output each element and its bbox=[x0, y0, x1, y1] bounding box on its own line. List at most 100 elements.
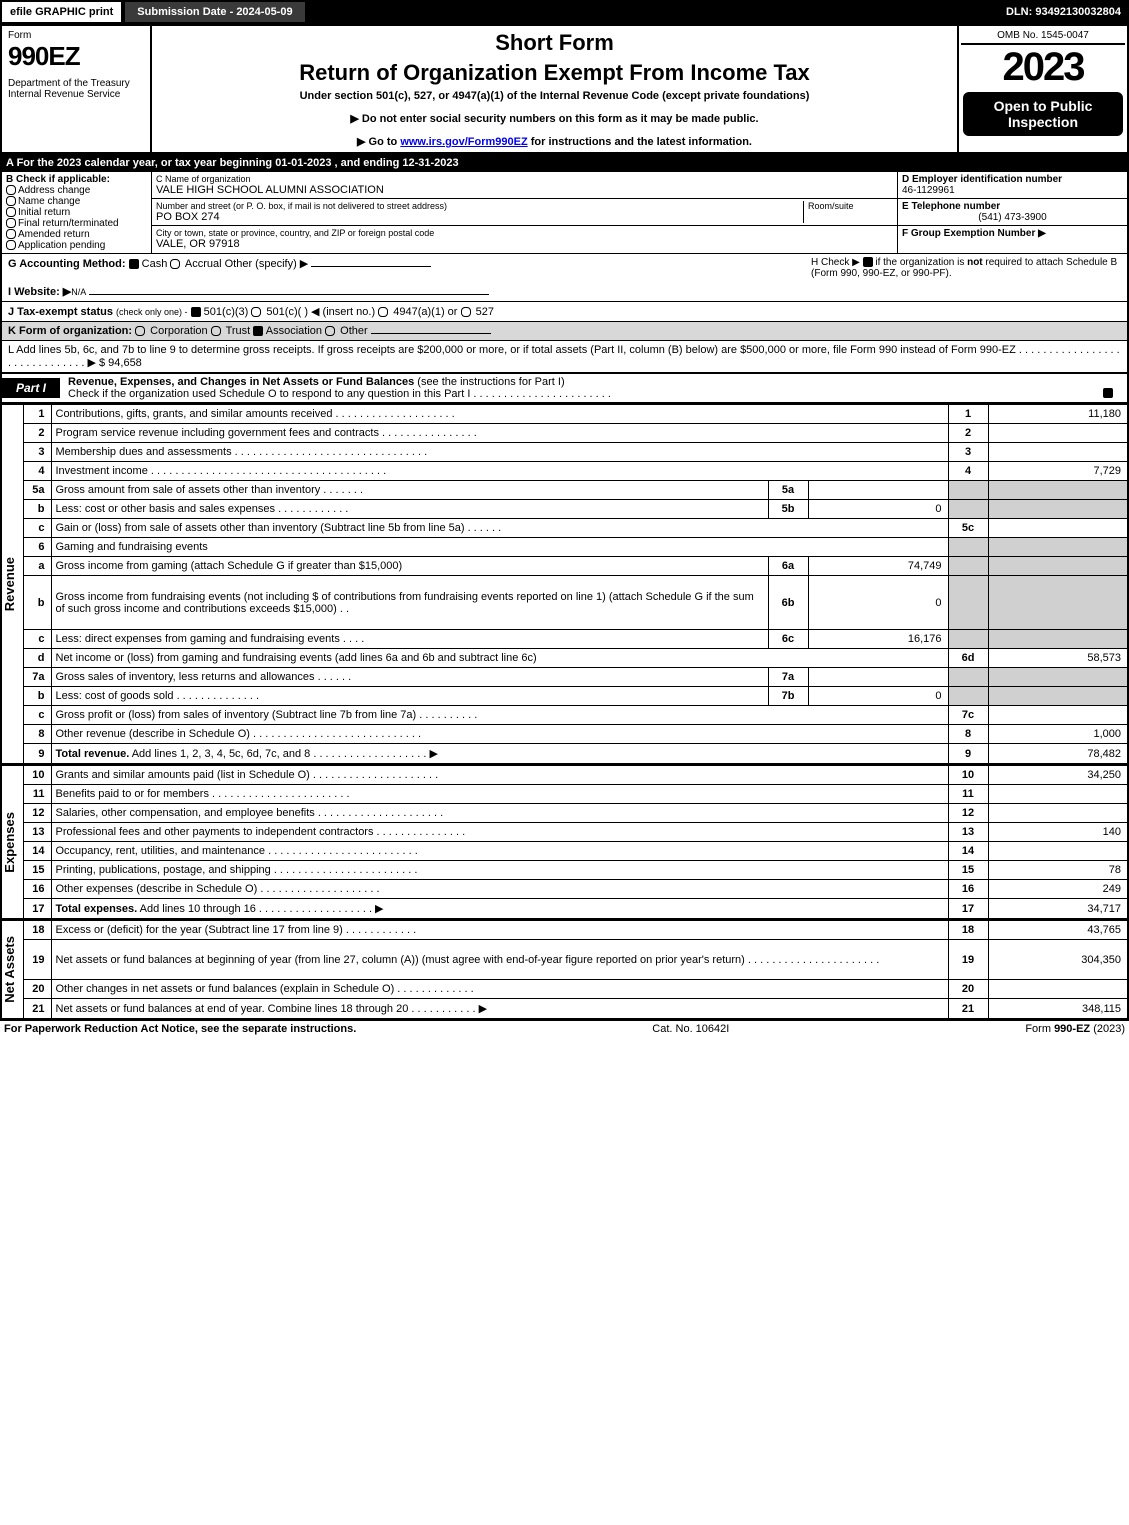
other-label: Other (specify) ▶ bbox=[225, 258, 309, 270]
line-desc: Other changes in net assets or fund bala… bbox=[51, 980, 948, 999]
line-number: 6 bbox=[23, 538, 51, 557]
dln-number: DLN: 93492130032804 bbox=[998, 2, 1129, 22]
table-row: 2Program service revenue including gover… bbox=[1, 424, 1128, 443]
form-number: 990EZ bbox=[8, 41, 144, 72]
form-label: Form bbox=[8, 30, 144, 41]
revenue-table: Revenue1Contributions, gifts, grants, an… bbox=[0, 404, 1129, 765]
other-org-input[interactable] bbox=[371, 333, 491, 334]
line-desc: Grants and similar amounts paid (list in… bbox=[51, 766, 948, 785]
line-number: a bbox=[23, 557, 51, 576]
table-row: 5aGross amount from sale of assets other… bbox=[1, 481, 1128, 500]
table-row: cGross profit or (loss) from sales of in… bbox=[1, 706, 1128, 725]
check-initial-return[interactable]: Initial return bbox=[6, 207, 147, 218]
table-row: 21Net assets or fund balances at end of … bbox=[1, 999, 1128, 1020]
opt-501c: 501(c)( ) ◀ (insert no.) bbox=[266, 306, 375, 318]
check-527[interactable] bbox=[461, 307, 471, 317]
tax-exempt-label: J Tax-exempt status bbox=[8, 306, 113, 318]
line-amount: 43,765 bbox=[988, 921, 1128, 940]
city-label: City or town, state or province, country… bbox=[156, 228, 893, 238]
form-subtitle: Under section 501(c), 527, or 4947(a)(1)… bbox=[162, 90, 947, 102]
check-address-change[interactable]: Address change bbox=[6, 185, 147, 196]
header-right: OMB No. 1545-0047 2023 Open to Public In… bbox=[957, 26, 1127, 152]
efile-print-button[interactable]: efile GRAPHIC print bbox=[0, 0, 123, 24]
h-post: required to attach Schedule B bbox=[983, 257, 1118, 268]
sub-value: 0 bbox=[808, 687, 948, 706]
check-4947[interactable] bbox=[378, 307, 388, 317]
line-number: 12 bbox=[23, 804, 51, 823]
check-other[interactable] bbox=[325, 326, 335, 336]
table-row: dNet income or (loss) from gaming and fu… bbox=[1, 649, 1128, 668]
sub-label: 6b bbox=[768, 576, 808, 630]
line-number: b bbox=[23, 576, 51, 630]
short-form-label: Short Form bbox=[162, 30, 947, 56]
grey-cell bbox=[988, 538, 1128, 557]
table-row: 16Other expenses (describe in Schedule O… bbox=[1, 880, 1128, 899]
part-i-label: Part I bbox=[2, 378, 60, 398]
grey-cell bbox=[948, 500, 988, 519]
check-h-icon bbox=[863, 257, 873, 267]
line-number: c bbox=[23, 706, 51, 725]
check-amended-return[interactable]: Amended return bbox=[6, 229, 147, 240]
check-trust[interactable] bbox=[211, 326, 221, 336]
section-b-header: B Check if applicable: bbox=[6, 174, 147, 185]
line-number: 2 bbox=[23, 424, 51, 443]
line-number: c bbox=[23, 519, 51, 538]
grey-cell bbox=[988, 630, 1128, 649]
tel-label: E Telephone number bbox=[902, 201, 1123, 212]
line-desc: Gross income from fundraising events (no… bbox=[51, 576, 768, 630]
check-501c3-icon bbox=[191, 307, 201, 317]
line-desc: Gaming and fundraising events bbox=[51, 538, 948, 557]
sub-value bbox=[808, 481, 948, 500]
line-amount bbox=[988, 706, 1128, 725]
line-l: L Add lines 5b, 6c, and 7b to line 9 to … bbox=[0, 340, 1129, 372]
line-amount bbox=[988, 424, 1128, 443]
table-row: 11Benefits paid to or for members . . . … bbox=[1, 785, 1128, 804]
section-a-period: A For the 2023 calendar year, or tax yea… bbox=[0, 154, 1129, 172]
line-g: G Accounting Method: Cash Accrual Other … bbox=[8, 257, 801, 279]
sub-value: 16,176 bbox=[808, 630, 948, 649]
table-row: 6Gaming and fundraising events bbox=[1, 538, 1128, 557]
line-number: 17 bbox=[23, 899, 51, 920]
footer-left: For Paperwork Reduction Act Notice, see … bbox=[4, 1023, 356, 1035]
opt-assoc: Association bbox=[266, 325, 322, 337]
line-desc: Professional fees and other payments to … bbox=[51, 823, 948, 842]
line-ref: 13 bbox=[948, 823, 988, 842]
line-number: 11 bbox=[23, 785, 51, 804]
line-number: 3 bbox=[23, 443, 51, 462]
irs-link[interactable]: www.irs.gov/Form990EZ bbox=[400, 136, 527, 148]
footer-form-bold: 990-EZ bbox=[1054, 1023, 1090, 1035]
line-desc: Program service revenue including govern… bbox=[51, 424, 948, 443]
line-amount: 249 bbox=[988, 880, 1128, 899]
sub-label: 6c bbox=[768, 630, 808, 649]
line-ref: 7c bbox=[948, 706, 988, 725]
check-name-change[interactable]: Name change bbox=[6, 196, 147, 207]
vertical-label: Revenue bbox=[2, 557, 17, 611]
check-accrual-icon[interactable] bbox=[170, 259, 180, 269]
h-mid: if the organization is bbox=[873, 257, 968, 268]
table-row: 13Professional fees and other payments t… bbox=[1, 823, 1128, 842]
check-501c[interactable] bbox=[251, 307, 261, 317]
line-ref: 3 bbox=[948, 443, 988, 462]
line-number: 13 bbox=[23, 823, 51, 842]
website-label: I Website: ▶ bbox=[8, 286, 71, 298]
netassets-table: Net Assets18Excess or (deficit) for the … bbox=[0, 920, 1129, 1020]
line-number: 18 bbox=[23, 921, 51, 940]
opt-4947: 4947(a)(1) or bbox=[393, 306, 457, 318]
line-number: 19 bbox=[23, 940, 51, 980]
form-org-label: K Form of organization: bbox=[8, 325, 132, 337]
line-ref: 16 bbox=[948, 880, 988, 899]
grey-cell bbox=[948, 538, 988, 557]
warning-line: ▶ Do not enter social security numbers o… bbox=[162, 112, 947, 125]
line-number: 4 bbox=[23, 462, 51, 481]
check-final-return[interactable]: Final return/terminated bbox=[6, 218, 147, 229]
check-corp[interactable] bbox=[135, 326, 145, 336]
line-ref: 2 bbox=[948, 424, 988, 443]
footer-form-pre: Form bbox=[1025, 1023, 1054, 1035]
section-def: D Employer identification number 46-1129… bbox=[897, 172, 1127, 253]
tel-value: (541) 473-3900 bbox=[902, 212, 1123, 223]
table-row: aGross income from gaming (attach Schedu… bbox=[1, 557, 1128, 576]
line-amount bbox=[988, 804, 1128, 823]
part-i-title: Revenue, Expenses, and Changes in Net As… bbox=[60, 374, 1127, 402]
check-application-pending[interactable]: Application pending bbox=[6, 240, 147, 251]
other-input[interactable] bbox=[311, 266, 431, 267]
